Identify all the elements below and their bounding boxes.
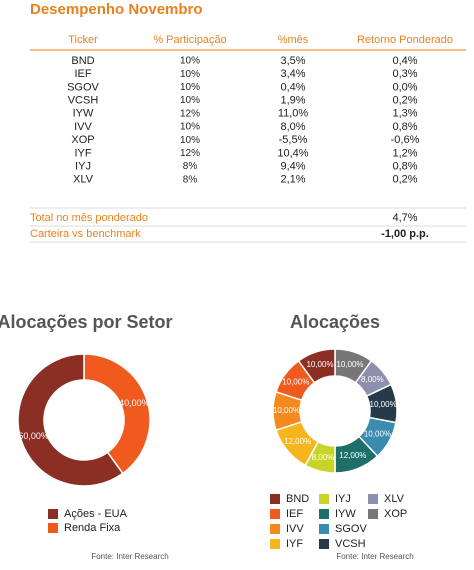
table-cell: 0,4% xyxy=(280,81,305,93)
legend-swatch xyxy=(319,509,329,519)
table-cell: 8% xyxy=(183,174,198,185)
column-header: Retorno Ponderado xyxy=(357,34,453,46)
table-cell: 3,5% xyxy=(280,55,305,67)
slice-label: 10,00% xyxy=(336,360,363,369)
legend-swatch xyxy=(368,494,378,504)
slice-label: 10,00% xyxy=(273,406,300,415)
legend-label: Renda Fixa xyxy=(64,522,121,534)
legend-swatch xyxy=(270,524,280,534)
table-cell: 10% xyxy=(180,135,200,146)
legend-swatch xyxy=(319,494,329,504)
summary-value: -1,00 p.p. xyxy=(381,228,429,240)
slice-label: 12,00% xyxy=(284,437,311,446)
table-cell: -5,5% xyxy=(279,134,308,146)
legend-swatch xyxy=(270,539,280,549)
legend-swatch xyxy=(319,539,329,549)
legend-label: IEF xyxy=(286,508,303,520)
title: Desempenho Novembro xyxy=(30,1,203,18)
table-cell: 0,0% xyxy=(392,81,417,93)
table-cell: 10% xyxy=(180,69,200,80)
table-cell: 2,1% xyxy=(280,174,305,186)
table-cell: BND xyxy=(71,55,94,67)
slice-label: 12,00% xyxy=(339,451,366,460)
table-cell: 1,9% xyxy=(280,95,305,107)
table-cell: 0,3% xyxy=(392,68,417,80)
legend-label: IVV xyxy=(286,523,304,535)
table-cell: 1,2% xyxy=(392,147,417,159)
legend-label: Ações - EUA xyxy=(64,508,128,520)
legend-swatch xyxy=(48,523,58,533)
legend-swatch xyxy=(48,509,58,519)
table-cell: IEF xyxy=(74,68,91,80)
table-cell: -0,6% xyxy=(391,134,420,146)
slice-label: 8,00% xyxy=(361,375,384,384)
slice-label: 10,00% xyxy=(306,360,333,369)
table-cell: 12% xyxy=(180,148,200,159)
table-cell: 10% xyxy=(180,95,200,106)
table-cell: 3,4% xyxy=(280,68,305,80)
table-cell: 10% xyxy=(180,56,200,67)
column-header: %mês xyxy=(278,34,309,46)
summary-value: 4,7% xyxy=(392,212,417,224)
slice-label: 10,00% xyxy=(282,378,309,387)
slice-label: 60,00% xyxy=(18,431,49,441)
slice xyxy=(297,348,336,384)
table-cell: 0,2% xyxy=(392,174,417,186)
chart-title: Alocações por Setor xyxy=(0,312,173,332)
legend-label: SGOV xyxy=(335,523,367,535)
table-cell: 0,8% xyxy=(392,121,417,133)
slice-label: 8,00% xyxy=(312,453,335,462)
slice xyxy=(17,353,124,487)
legend-swatch xyxy=(319,524,329,534)
legend-label: XOP xyxy=(384,508,407,520)
table-cell: 11,0% xyxy=(278,108,309,120)
table-cell: IYJ xyxy=(75,161,91,173)
table-cell: 8,0% xyxy=(280,121,305,133)
table-cell: 8% xyxy=(183,161,198,172)
legend-label: VCSH xyxy=(335,538,366,550)
table-cell: 10% xyxy=(180,82,200,93)
table-cell: 0,2% xyxy=(392,95,417,107)
legend-label: IYW xyxy=(335,508,356,520)
table-cell: 10,4% xyxy=(277,147,308,159)
table-cell: 0,4% xyxy=(392,55,417,67)
legend-label: BND xyxy=(286,493,309,505)
table-cell: 10% xyxy=(180,122,200,133)
slice xyxy=(83,353,151,475)
column-header: % Participação xyxy=(153,34,226,46)
table-cell: VCSH xyxy=(68,95,99,107)
table-cell: XLV xyxy=(73,174,94,186)
slice-label: 10,00% xyxy=(370,400,397,409)
legend-swatch xyxy=(270,494,280,504)
source: Fonte: Inter Research xyxy=(336,552,413,561)
table-cell: XOP xyxy=(71,134,94,146)
table-cell: 0,8% xyxy=(392,161,417,173)
table-cell: SGOV xyxy=(67,81,99,93)
source: Fonte: Inter Research xyxy=(91,552,168,561)
table-cell: IYF xyxy=(74,147,91,159)
table-cell: 1,3% xyxy=(392,108,417,120)
summary-label: Carteira vs benchmark xyxy=(30,228,141,240)
slice-label: 40,00% xyxy=(119,398,150,408)
legend-swatch xyxy=(270,509,280,519)
slice-label: 10,00% xyxy=(364,429,391,438)
summary-label: Total no mês ponderado xyxy=(30,212,148,224)
table-cell: 9,4% xyxy=(280,161,305,173)
table-cell: IYW xyxy=(73,108,94,120)
legend-label: IYJ xyxy=(335,493,351,505)
legend-swatch xyxy=(368,509,378,519)
table-cell: IVV xyxy=(74,121,92,133)
column-header: Ticker xyxy=(68,34,98,46)
chart-title: Alocações xyxy=(290,312,380,332)
legend-label: XLV xyxy=(384,493,405,505)
table-cell: 12% xyxy=(180,108,200,119)
legend-label: IYF xyxy=(286,538,303,550)
